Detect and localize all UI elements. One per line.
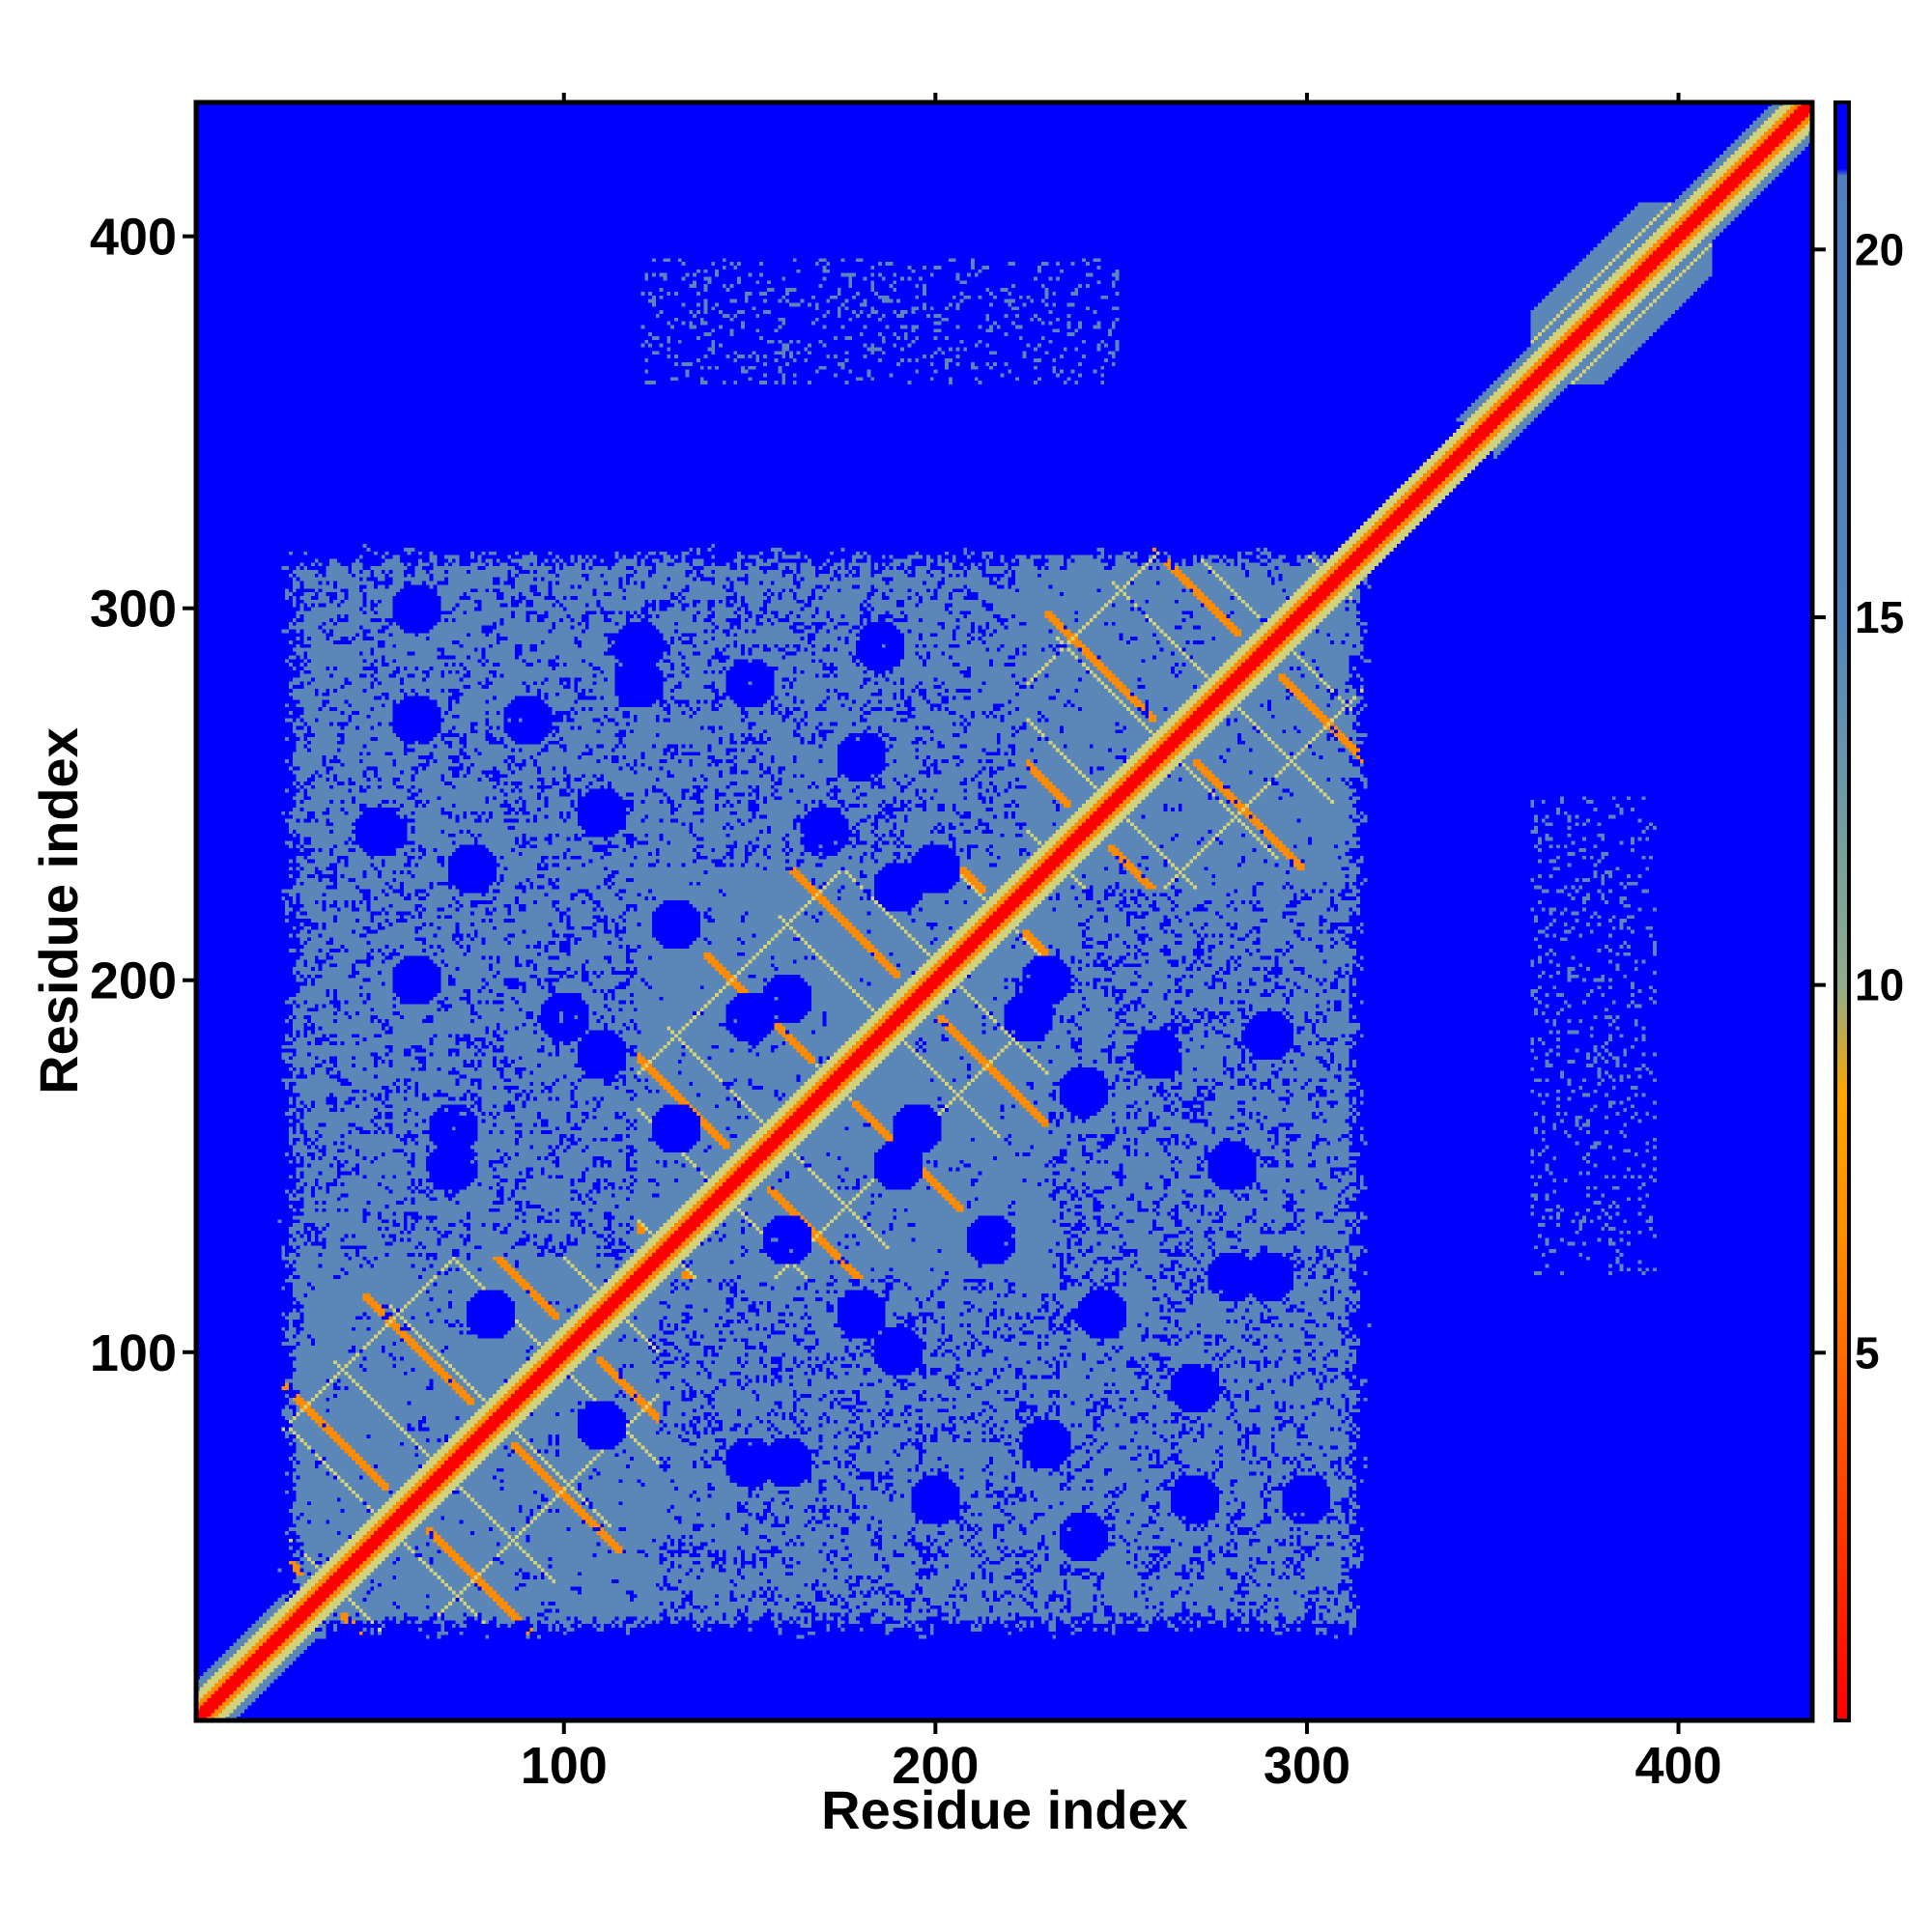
plot-frame (193, 99, 1815, 1723)
colorbar-ticks: 5 10 15 20 (1814, 224, 1904, 1378)
heatmap-image (196, 102, 1812, 1720)
y-tick-label: 100 (90, 1324, 177, 1382)
x-tick-label: 200 (892, 1737, 979, 1795)
plot-area (196, 102, 1812, 1720)
y-tick-label: 400 (90, 209, 177, 267)
colorbar-tick-label: 10 (1855, 960, 1904, 1010)
x-axis-title: Residue index (821, 1779, 1188, 1840)
colorbar-tick-label: 20 (1855, 224, 1904, 274)
y-axis-ticks: 100 200 300 400 (90, 209, 196, 1382)
colorbar-tick-label: 15 (1855, 592, 1904, 642)
y-tick-label: 200 (90, 952, 177, 1010)
y-tick-label: 300 (90, 581, 177, 639)
x-axis-ticks: 100 200 300 400 (521, 93, 1722, 1795)
y-axis-title: Residue index (28, 727, 89, 1094)
colorbar-bar (1833, 100, 1851, 1722)
colorbar-tick-label: 5 (1855, 1327, 1880, 1378)
x-tick-label: 100 (521, 1737, 608, 1795)
x-tick-label: 400 (1634, 1737, 1721, 1795)
colorbar: 5 10 15 20 (1814, 100, 1904, 1722)
x-tick-label: 300 (1264, 1737, 1350, 1795)
